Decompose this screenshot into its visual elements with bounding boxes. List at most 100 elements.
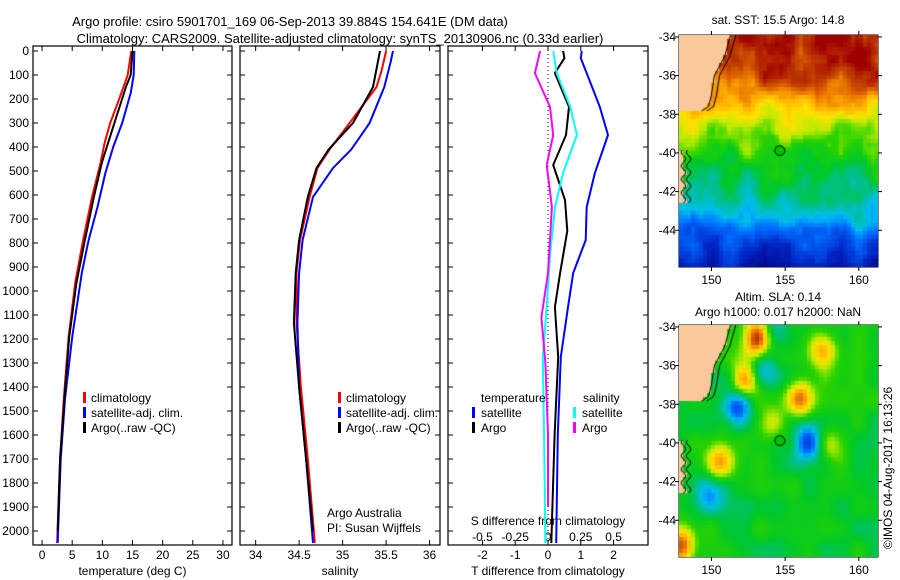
s-diff-xtick-label: -0.5 <box>472 530 493 544</box>
depth-tick-label: 900 <box>9 260 29 274</box>
temperature-xtick-label: 30 <box>216 548 230 562</box>
legend-swatch <box>472 407 475 418</box>
depth-tick-label: 1300 <box>2 356 29 370</box>
sla-map-lat-label: -38 <box>659 397 677 411</box>
temperature-xtick-label: 15 <box>126 548 140 562</box>
depth-tick-label: 1100 <box>3 308 29 322</box>
legend-label: Argo(..raw -QC) <box>346 421 431 435</box>
sla-map-lat-label: -40 <box>659 436 677 450</box>
sla-map-subtitle: Argo h1000: 0.017 h2000: NaN <box>695 305 861 319</box>
sla-map-lat-label: -36 <box>659 359 677 373</box>
series-line-argo-raw-qc- <box>56 50 134 532</box>
sst-map-lat-label: -44 <box>659 223 677 237</box>
legend-swatch <box>83 392 86 403</box>
s-diff-axis-label: S difference from climatology <box>471 514 626 528</box>
depth-tick-label: 1200 <box>2 332 29 346</box>
annotation-pi: PI: Susan Wijffels <box>327 521 421 535</box>
timestamp-credit: ©IMOS 04-Aug-2017 16:13:26 <box>881 387 895 550</box>
series-line-satellite-adj-clim- <box>56 50 136 544</box>
legend-swatch <box>83 422 86 433</box>
sla-map-lat-label: -34 <box>659 320 677 334</box>
temperature-xtick-label: 0 <box>39 548 46 562</box>
legend-label: satellite-adj. clim. <box>91 406 183 420</box>
depth-tick-label: 1400 <box>2 380 29 394</box>
sst-map-lon-label: 155 <box>775 273 795 287</box>
temperature-xtick-label: 25 <box>186 548 200 562</box>
depth-tick-label: 1700 <box>2 452 29 466</box>
sla-map-lon-label: 150 <box>701 563 721 577</box>
temperature-xtick-label: 5 <box>69 548 76 562</box>
sst-map-title: sat. SST: 15.5 Argo: 14.8 <box>712 13 845 27</box>
legend-header-salinity: salinity <box>583 391 620 405</box>
series-line-temperature-argo <box>550 50 570 544</box>
legend-label: satellite <box>582 406 623 420</box>
series-line-argo-raw-qc- <box>292 50 381 532</box>
legend-swatch <box>338 422 341 433</box>
sla-map-lat-label: -44 <box>659 513 677 527</box>
salinity-xtick-label: 34 <box>249 548 263 562</box>
legend-label: satellite <box>481 406 522 420</box>
legend-swatch <box>472 422 475 433</box>
depth-tick-label: 2000 <box>2 524 29 538</box>
sla-map-heatmap <box>679 325 878 557</box>
sst-map-lon-label: 150 <box>701 273 721 287</box>
depth-tick-label: 300 <box>9 116 29 130</box>
sla-map-lon-label: 155 <box>775 563 795 577</box>
difference-xtick-label: -2 <box>477 548 488 562</box>
salinity-xtick-label: 36 <box>423 548 437 562</box>
depth-tick-label: 1800 <box>2 476 29 490</box>
sla-map-lat-label: -42 <box>659 475 677 489</box>
legend-label: Argo <box>481 421 507 435</box>
depth-tick-label: 400 <box>9 140 29 154</box>
legend-label: Argo <box>582 421 608 435</box>
legend-header-temperature: temperature <box>481 391 546 405</box>
s-diff-xtick-label: 0 <box>545 530 552 544</box>
series-line-salinity-argo <box>533 50 555 507</box>
difference-xtick-label: 1 <box>577 548 584 562</box>
depth-tick-label: 0 <box>22 44 29 58</box>
depth-tick-label: 700 <box>9 212 29 226</box>
temperature-xlabel: temperature (deg C) <box>78 564 186 578</box>
legend-label: satellite-adj. clim. <box>346 406 438 420</box>
salinity-xlabel: salinity <box>322 564 359 578</box>
depth-tick-label: 600 <box>9 188 29 202</box>
temperature-xtick-label: 10 <box>96 548 110 562</box>
series-line-climatology <box>56 50 133 544</box>
depth-tick-label: 1500 <box>2 404 29 418</box>
sst-map-heatmap <box>679 35 878 267</box>
figure-title-line1: Argo profile: csiro 5901701_169 06-Sep-2… <box>72 14 508 29</box>
depth-tick-label: 800 <box>9 236 29 250</box>
legend-label: climatology <box>91 391 151 405</box>
difference-xtick-label: -1 <box>510 548 521 562</box>
depth-tick-label: 200 <box>9 92 29 106</box>
salinity-xtick-label: 35.5 <box>374 548 398 562</box>
series-line-salinity-satellite <box>541 50 578 544</box>
depth-tick-label: 1900 <box>2 500 29 514</box>
figure-title-line2: Climatology: CARS2009. Satellite-adjuste… <box>77 31 604 46</box>
sst-map-lat-label: -40 <box>659 146 677 160</box>
depth-tick-label: 100 <box>9 68 29 82</box>
s-diff-xtick-label: -0.25 <box>502 530 530 544</box>
s-diff-xtick-label: 0.5 <box>605 530 622 544</box>
depth-tick-label: 1600 <box>2 428 29 442</box>
sla-map-lon-label: 160 <box>849 563 869 577</box>
sla-map-title: Altim. SLA: 0.14 <box>735 290 821 304</box>
sst-map-lat-label: -36 <box>659 69 677 83</box>
difference-xtick-label: 2 <box>610 548 617 562</box>
legend-swatch <box>338 407 341 418</box>
series-line-temperature-satellite <box>555 50 609 544</box>
s-diff-xtick-label: 0.25 <box>569 530 593 544</box>
sst-map-lat-label: -38 <box>659 107 677 121</box>
temperature-plot-frame <box>32 45 233 546</box>
depth-tick-label: 1000 <box>2 284 29 298</box>
salinity-plot-frame <box>239 45 441 546</box>
series-line-climatology <box>295 50 388 544</box>
legend-swatch <box>83 407 86 418</box>
legend-label: Argo(..raw -QC) <box>91 421 176 435</box>
temperature-xtick-label: 20 <box>156 548 170 562</box>
salinity-xtick-label: 35 <box>336 548 350 562</box>
annotation-institution: Argo Australia <box>327 506 402 520</box>
legend-swatch <box>573 422 576 433</box>
